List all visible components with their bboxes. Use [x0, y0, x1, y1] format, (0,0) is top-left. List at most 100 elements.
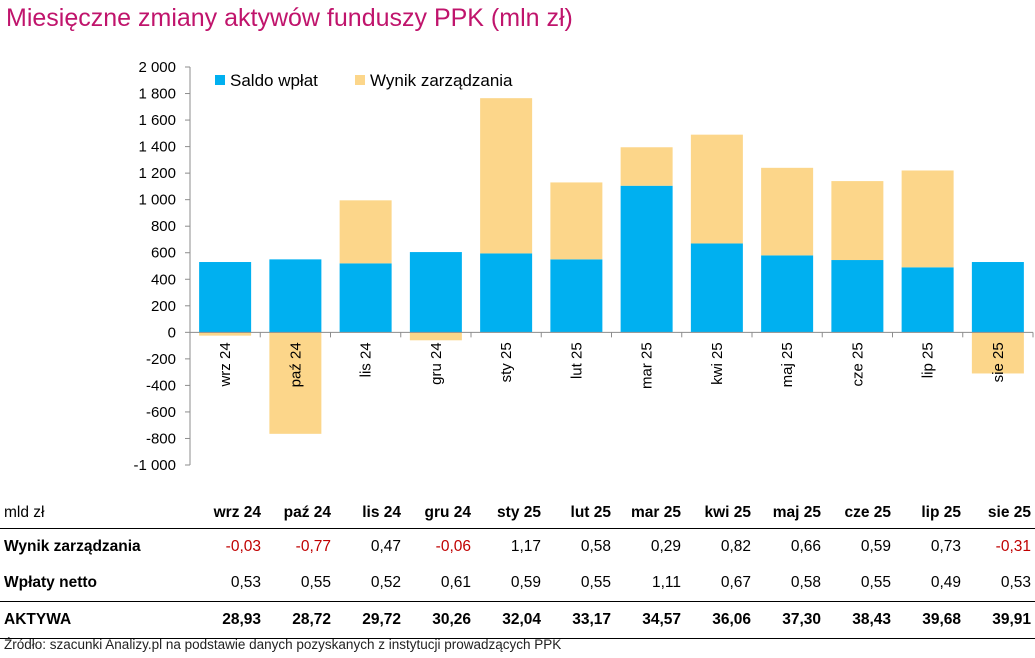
x-category-label: gru 24: [428, 342, 445, 385]
x-category-label: sie 25: [990, 342, 1007, 382]
y-tick-label: -400: [146, 377, 176, 394]
bar-wynik-4: [480, 98, 533, 254]
x-category-label: paź 24: [287, 342, 304, 387]
bar-wynik-6: [620, 147, 673, 186]
row-label: AKTYWA: [0, 601, 195, 639]
source-note: Źródło: szacunki Analizy.pl na podstawie…: [4, 637, 562, 652]
table-cell: 39,68: [895, 601, 965, 639]
x-category-label: cze 25: [849, 342, 866, 386]
table-cell: 0,59: [860, 538, 891, 555]
table-cell: 0,53: [1000, 574, 1031, 591]
bar-saldo-5: [550, 259, 603, 333]
data-table: mld zł wrz 24 paź 24 lis 24 gru 24 sty 25 lut …: [0, 498, 1035, 639]
stacked-bar-chart: 2 000 1 800 1 600 1 400 1 200 1 000 800 600 400 2…: [133, 59, 1034, 474]
x-category-label: kwi 25: [709, 342, 726, 385]
table-header-row: mld zł wrz 24 paź 24 lis 24 gru 24 sty 25 lut …: [0, 498, 1035, 529]
x-category-label: mar 25: [639, 342, 656, 389]
column-header: kwi 25: [685, 498, 755, 529]
table-cell: 0,66: [790, 538, 821, 555]
row-label: Wynik zarządzania: [4, 538, 141, 555]
bars-layer: [199, 98, 1024, 434]
x-category-label: lut 25: [568, 342, 585, 379]
table-cell: 39,91: [965, 601, 1035, 639]
table-cell: 29,72: [335, 601, 405, 639]
x-category-label: maj 25: [779, 342, 796, 387]
table-cell: -0,06: [435, 538, 471, 555]
table-row: Wynik zarządzania -0,03 -0,77 0,47 -0,06 1,17…: [0, 529, 1035, 566]
table-cell: 0,29: [650, 538, 681, 555]
y-tick-label: 1 200: [138, 165, 176, 182]
x-category-label: sty 25: [498, 342, 515, 382]
table-cell: 0,61: [440, 574, 471, 591]
table-cell: -0,31: [995, 538, 1031, 555]
bar-wynik-2: [339, 200, 392, 264]
y-tick-label: -800: [146, 430, 176, 447]
x-category-label: wrz 24: [217, 342, 234, 387]
column-header: lut 25: [545, 498, 615, 529]
table-cell: 0,55: [300, 574, 331, 591]
y-tick-label: -200: [146, 351, 176, 368]
table-cell: 38,43: [825, 601, 895, 639]
table-cell: 0,58: [580, 538, 611, 555]
x-category-label: lis 24: [358, 342, 375, 377]
axis-layer: 2 000 1 800 1 600 1 400 1 200 1 000 800 600 400 2…: [133, 59, 1034, 474]
y-tick-label: -600: [146, 404, 176, 421]
bar-wynik-5: [550, 182, 603, 260]
table-cell: 0,52: [370, 574, 401, 591]
chart-title: Miesięczne zmiany aktywów funduszy PPK (…: [6, 4, 573, 32]
column-header: maj 25: [755, 498, 825, 529]
table-cell: 1,11: [651, 574, 681, 591]
column-header: lis 24: [335, 498, 405, 529]
bar-saldo-0: [199, 262, 252, 333]
table-cell: 0,49: [930, 574, 961, 591]
column-header: wrz 24: [195, 498, 265, 529]
table-cell: 33,17: [545, 601, 615, 639]
y-tick-label: 800: [151, 218, 176, 235]
legend-label-0: Saldo wpłat: [230, 71, 318, 90]
y-tick-label: 400: [151, 271, 176, 288]
table-cell: 0,82: [720, 538, 751, 555]
bar-saldo-7: [690, 243, 743, 333]
row-label: Wpłaty netto: [4, 574, 97, 591]
bar-saldo-8: [761, 255, 814, 333]
table-cell: 37,30: [755, 601, 825, 639]
bar-saldo-6: [620, 185, 673, 333]
unit-label: mld zł: [0, 498, 195, 529]
table-cell: 0,73: [930, 538, 961, 555]
column-header: sie 25: [965, 498, 1035, 529]
y-tick-label: 1 600: [138, 112, 176, 129]
table-cell: 0,59: [510, 574, 541, 591]
bar-saldo-9: [831, 260, 884, 333]
bar-wynik-8: [761, 167, 814, 256]
legend: Saldo wpłat Wynik zarządzania: [215, 71, 513, 90]
table-cell: 0,55: [580, 574, 611, 591]
table-cell: 32,04: [475, 601, 545, 639]
y-tick-label: 1 400: [138, 139, 176, 156]
table-cell: 36,06: [685, 601, 755, 639]
table-cell: -0,03: [225, 538, 261, 555]
bar-wynik-3: [409, 332, 462, 341]
table-cell: -0,77: [295, 538, 331, 555]
y-tick-label: 1 800: [138, 86, 176, 103]
table-cell: 1,17: [510, 538, 541, 555]
y-tick-label: 600: [151, 245, 176, 262]
legend-swatch-0: [215, 75, 225, 85]
x-category-label: lip 25: [920, 342, 937, 378]
table-cell: 0,47: [370, 538, 401, 555]
bar-wynik-1: [269, 332, 322, 434]
legend-swatch-1: [355, 75, 365, 85]
column-header: paź 24: [265, 498, 335, 529]
table-row: AKTYWA 28,93 28,72 29,72 30,26 32,04 33,17 34,5…: [0, 601, 1035, 639]
column-header: mar 25: [615, 498, 685, 529]
table-cell: 0,67: [720, 574, 751, 591]
column-header: sty 25: [475, 498, 545, 529]
bar-saldo-3: [409, 252, 462, 333]
bar-saldo-4: [480, 253, 533, 333]
column-header: gru 24: [405, 498, 475, 529]
y-tick-label: 1 000: [138, 192, 176, 209]
bar-wynik-9: [831, 181, 884, 261]
bar-wynik-11: [971, 332, 1024, 374]
bar-saldo-11: [971, 262, 1024, 333]
bar-saldo-1: [269, 259, 322, 333]
column-header: cze 25: [825, 498, 895, 529]
